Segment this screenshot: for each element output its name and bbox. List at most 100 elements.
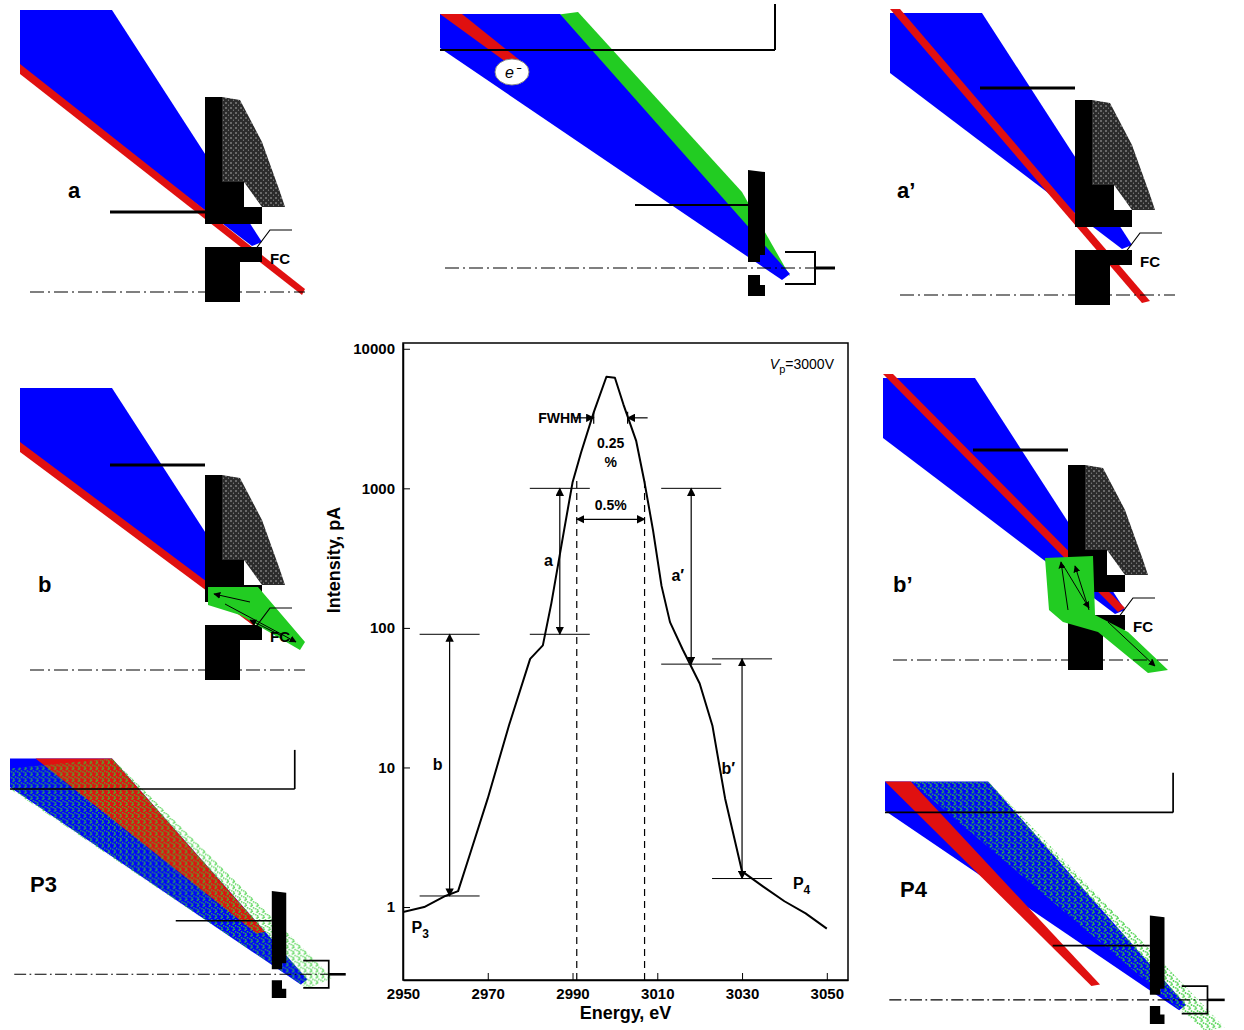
fwhm-width-line: %	[604, 454, 617, 470]
secondary-electrons	[208, 587, 305, 650]
x-tick: 2970	[472, 973, 505, 1002]
fc-pointer	[1118, 598, 1155, 618]
symmetry-axis	[14, 974, 343, 975]
range-end	[420, 634, 480, 635]
range-arrow	[741, 659, 742, 879]
plot-frame	[403, 343, 848, 980]
voltage-label: Vp=3000V	[770, 356, 835, 375]
outer-electrode	[440, 49, 775, 51]
window-arrow	[577, 519, 645, 520]
fc-pointer	[255, 608, 292, 628]
range-end	[712, 878, 772, 879]
y-tick: 100	[370, 619, 410, 636]
range-end	[530, 488, 590, 489]
y-tick-mark	[403, 628, 410, 629]
symmetry-axis	[30, 669, 305, 670]
fc-label: FC	[1133, 618, 1153, 635]
beam	[440, 14, 790, 280]
y-tick-label: 1	[387, 898, 395, 915]
electrode	[205, 97, 262, 224]
energy-spectrum	[403, 377, 827, 929]
x-tick-label: 3010	[641, 985, 674, 1002]
panel-label: P4	[900, 877, 928, 902]
fc-label: FC	[270, 628, 290, 645]
range-arrow	[559, 488, 560, 634]
plate	[973, 449, 1068, 452]
x-tick-mark	[827, 973, 828, 980]
fwhm-arrow	[628, 417, 648, 418]
fwhm-width: 0.25%	[597, 435, 624, 470]
window-line	[644, 477, 645, 980]
x-tick-mark	[657, 973, 658, 980]
y-tick-label: 10000	[353, 340, 395, 357]
end-label-symbol: P	[793, 875, 804, 892]
y-tick-mark	[403, 767, 410, 768]
x-tick: 3050	[811, 973, 844, 1002]
symmetry-axis	[893, 659, 1168, 660]
trajectory-arrow	[1063, 565, 1089, 608]
panel-a: FC	[20, 10, 305, 302]
panel-p3	[10, 750, 346, 998]
electron-badge	[495, 59, 529, 85]
panel-label: a’	[897, 178, 915, 203]
figure: FCFCFCFCe⁻aa’bb’P3P429502970299030103030…	[0, 0, 1244, 1030]
secondary-electrons	[10, 758, 333, 988]
outer-electrode	[10, 788, 295, 790]
panel-label: P3	[30, 872, 57, 897]
x-tick: 3010	[641, 973, 674, 1002]
range-end	[712, 658, 772, 659]
electrode	[205, 475, 262, 602]
y-tick: 1	[387, 898, 410, 915]
x-tick-mark	[488, 973, 489, 980]
outer-electrode	[1172, 773, 1174, 813]
y-tick: 10	[378, 759, 410, 776]
x-axis: 2950 2970 2990 3010 3030 3050	[387, 973, 849, 1002]
electrode	[748, 170, 765, 262]
y-tick-mark	[403, 488, 410, 489]
end-label-symbol: P	[411, 919, 422, 936]
range-end	[420, 895, 480, 896]
panel-p4	[885, 773, 1225, 1030]
electrode	[205, 625, 262, 680]
plate	[1053, 945, 1150, 947]
x-axis-line	[404, 980, 849, 982]
panel-a-prime: FC	[890, 9, 1175, 305]
range-label: a′	[671, 567, 684, 584]
y-tick-mark	[403, 907, 410, 908]
x-axis-title: Energy, eV	[580, 1003, 672, 1023]
x-tick-label: 2990	[556, 985, 589, 1002]
end-label-subscript: 3	[422, 927, 429, 941]
end-label-subscript: 4	[804, 883, 811, 897]
x-tick-label: 2950	[387, 985, 420, 1002]
electrode	[272, 891, 286, 969]
trajectory-arrow	[1075, 566, 1089, 610]
electrode	[1075, 100, 1132, 227]
y-tick: 1000	[362, 480, 410, 497]
x-tick-label: 3050	[811, 985, 844, 1002]
symmetry-axis	[445, 267, 832, 268]
x-tick-label: 3030	[726, 985, 759, 1002]
symmetry-axis	[889, 999, 1222, 1000]
x-tick-label: 2970	[472, 985, 505, 1002]
plate	[980, 87, 1075, 90]
x-tick-mark	[573, 973, 574, 980]
fc-label: FC	[270, 250, 290, 267]
fwhm-bar	[627, 412, 628, 424]
y-tick-mark	[403, 349, 410, 350]
annotations: FWHM0.25%0.5%aba′b′P3P4Vp=3000V	[411, 356, 834, 941]
electrode	[1075, 250, 1132, 305]
window-line	[576, 477, 577, 980]
secondary-electrons	[911, 781, 1225, 1030]
electrode	[272, 980, 286, 998]
plate	[110, 211, 205, 214]
symmetry-axis	[900, 294, 1175, 295]
range-arrow	[691, 488, 692, 664]
y-tick-label: 10	[378, 759, 395, 776]
plot-marks	[403, 377, 827, 980]
range-arrow	[449, 634, 450, 896]
panel-label: a	[68, 178, 81, 203]
y-tick-label: 100	[370, 619, 395, 636]
panel-b: FC	[20, 388, 305, 680]
edge-ray	[20, 64, 305, 295]
trajectory-arrow	[1061, 562, 1068, 610]
